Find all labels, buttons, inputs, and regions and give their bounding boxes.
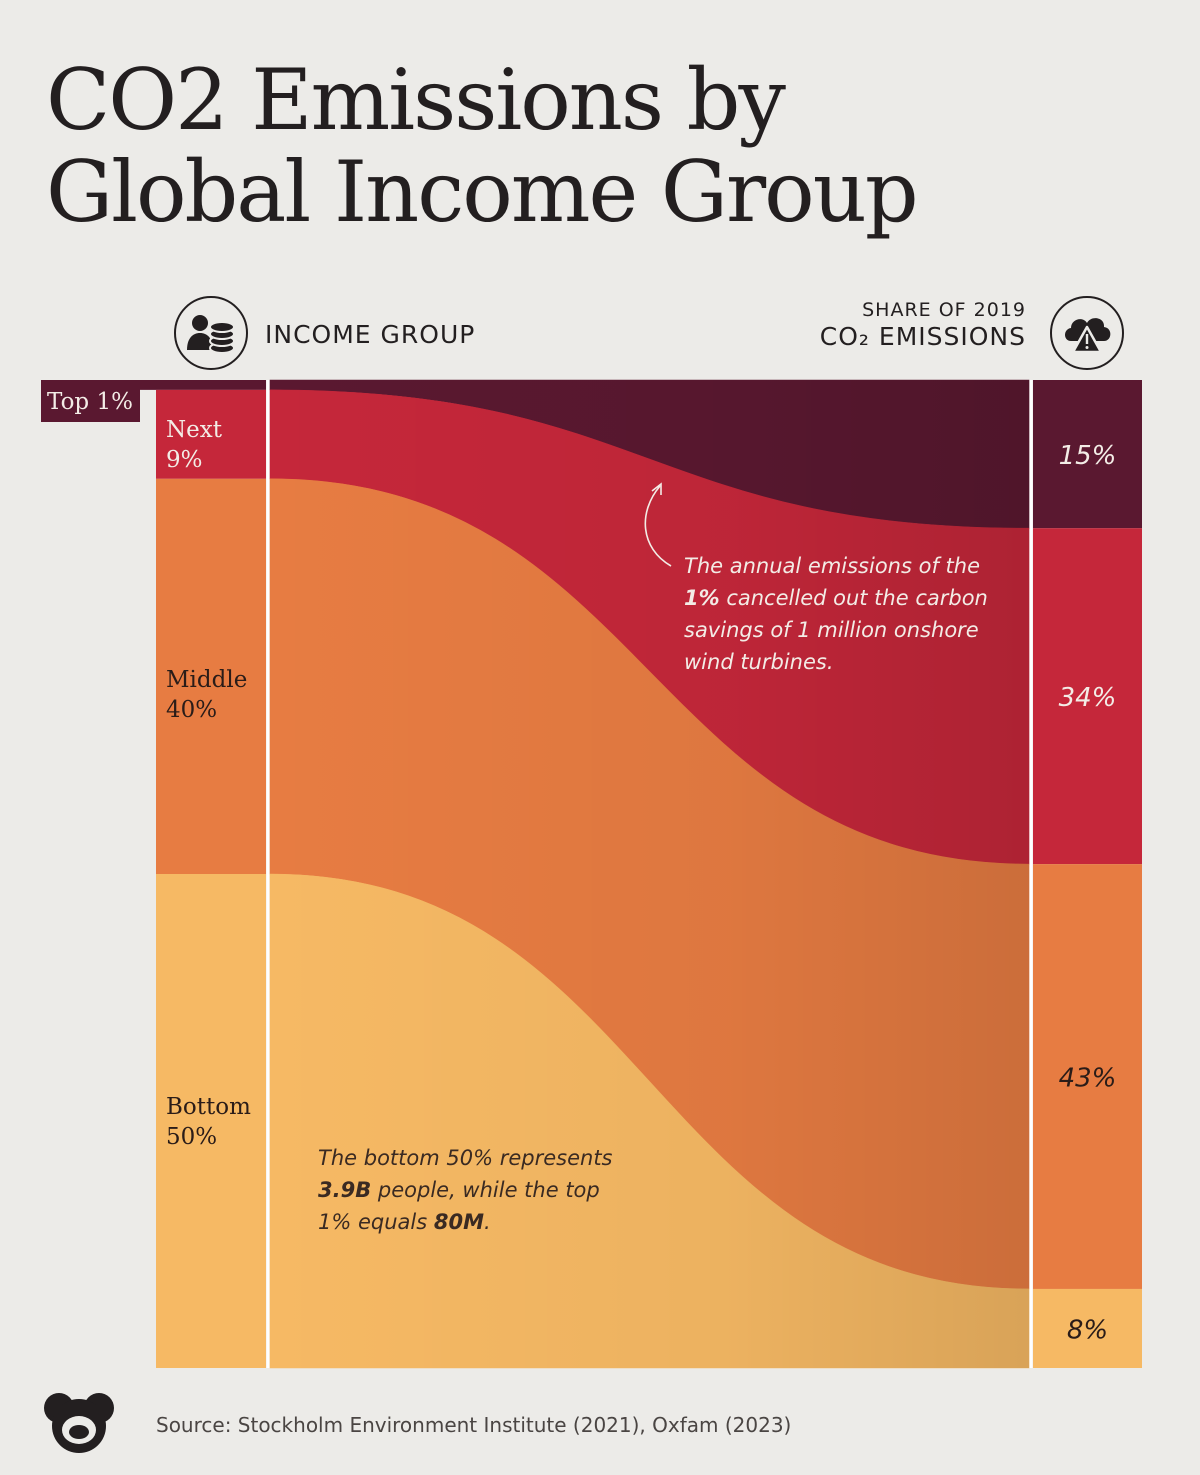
emissions-label-bottom50: 8% [1067,1315,1108,1345]
source-note: Source: Stockholm Environment Institute … [156,1413,792,1437]
emissions-bar-middle40 [1033,864,1142,1289]
emissions-bar-next9 [1033,528,1142,865]
income-bar-bottom50 [156,874,266,1368]
annotation-arrowhead [651,482,662,495]
annotation-top1: The annual emissions of the 1% cancelled … [684,554,988,674]
income-bar-top1 [156,380,266,390]
emissions-header-line-2: CO₂ EMISSIONS [819,322,1026,351]
top1-label-box [41,380,140,422]
emissions-share-header: SHARE OF 2019 CO₂ EMISSIONS [820,298,1026,352]
emissions-label-middle40: 43% [1059,1064,1117,1094]
annotation-bottom50: The bottom 50% represents 3.9B people, wh… [318,1146,613,1234]
page-title: CO2 Emissions by Global Income Group [46,51,919,241]
annotation-arrow [644,485,672,567]
emissions-bar-bottom50 [1033,1288,1142,1368]
emissions-bar-top1 [1033,380,1142,529]
emissions-label-top1: 15% [1059,441,1117,471]
visual-capitalist-logo-icon [38,1390,120,1459]
income-label-middle40: Middle 40% [166,667,247,723]
emissions-header-line-1: SHARE OF 2019 [862,299,1026,321]
title-line-2: Global Income Group [46,143,919,241]
cloud-warning-icon [1050,296,1124,370]
income-bar-middle40 [156,478,266,874]
income-label-next9: Next 9% [166,417,223,473]
people-coins-icon [174,296,248,370]
title-line-1: CO2 Emissions by [46,51,786,149]
income-label-top1: Top 1% [47,389,133,415]
income-group-header: INCOME GROUP [265,320,476,349]
income-label-bottom50: Bottom 50% [166,1094,251,1150]
emissions-label-next9: 34% [1059,683,1117,713]
income-bar-next9 [156,389,266,479]
top1-label-connector [140,380,156,390]
